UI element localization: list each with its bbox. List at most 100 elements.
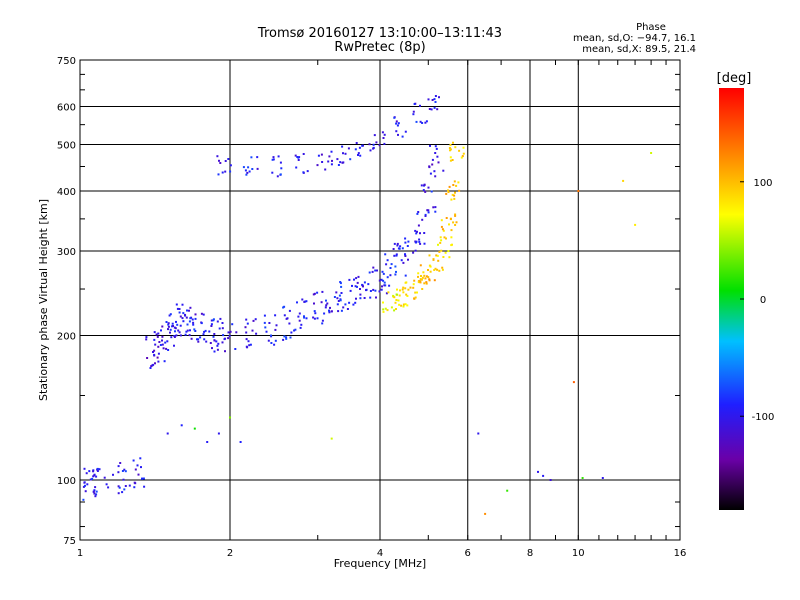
data-point [412, 283, 415, 286]
data-point [93, 489, 96, 492]
data-point [436, 268, 439, 271]
data-point [424, 277, 427, 280]
data-point [347, 147, 350, 150]
data-point [118, 486, 121, 489]
data-point [437, 259, 440, 262]
data-point [268, 322, 271, 324]
data-point [346, 308, 349, 310]
data-point [197, 340, 200, 343]
data-point [462, 146, 465, 149]
data-point [341, 145, 344, 148]
data-point [186, 329, 189, 332]
x-tick-label: 16 [674, 548, 687, 559]
data-point [427, 211, 430, 214]
data-point [245, 318, 248, 321]
data-point [288, 322, 291, 325]
data-point [449, 149, 451, 152]
data-point [352, 303, 355, 306]
data-point [452, 141, 454, 144]
data-point [294, 328, 297, 331]
data-point [418, 240, 421, 243]
data-point [193, 427, 196, 430]
data-point [337, 310, 340, 313]
data-point [449, 159, 452, 162]
data-point [395, 130, 398, 133]
data-point [256, 167, 259, 170]
data-point [537, 470, 539, 473]
data-point [169, 313, 172, 316]
data-point [211, 347, 213, 350]
data-point [123, 468, 126, 471]
data-point [96, 467, 99, 470]
data-point [82, 485, 85, 488]
data-point [342, 152, 344, 155]
data-point [413, 279, 416, 282]
data-point [298, 312, 301, 315]
data-point [271, 158, 274, 161]
data-point [413, 103, 416, 105]
data-point [330, 163, 333, 166]
data-point [210, 323, 213, 326]
data-point [112, 473, 114, 476]
data-point [433, 269, 436, 271]
data-point [336, 158, 339, 161]
data-point [425, 120, 428, 123]
data-point [95, 475, 98, 478]
data-point [179, 334, 182, 337]
data-point [205, 340, 208, 343]
data-point [431, 99, 434, 101]
data-point [272, 158, 275, 161]
data-point [448, 223, 450, 226]
data-point [165, 347, 168, 350]
data-point [453, 197, 456, 200]
data-point [177, 329, 180, 332]
data-point [210, 319, 213, 322]
data-point [437, 161, 440, 164]
data-point [339, 281, 342, 283]
data-point [189, 317, 192, 320]
data-point [313, 292, 316, 295]
data-point [83, 481, 86, 484]
data-point [396, 288, 398, 291]
data-point [577, 190, 580, 192]
data-point [324, 306, 327, 309]
data-point [330, 437, 333, 440]
chart-title: Tromsø 20160127 13:10:00–13:11:43 [257, 26, 503, 41]
data-point [239, 441, 242, 443]
data-point [250, 156, 253, 159]
data-point [601, 477, 604, 479]
data-point [146, 357, 149, 359]
data-point [423, 232, 426, 234]
data-point [462, 152, 465, 155]
data-point [389, 274, 392, 277]
data-point [216, 320, 219, 323]
data-point [420, 184, 423, 187]
data-point [440, 225, 443, 228]
data-point [441, 228, 444, 231]
data-point [194, 313, 197, 316]
data-point [419, 120, 422, 123]
data-point [404, 274, 407, 277]
data-point [159, 344, 162, 346]
data-point [414, 241, 417, 244]
data-point [423, 274, 426, 277]
data-point [421, 288, 424, 290]
data-point [394, 273, 397, 276]
data-point [432, 206, 435, 209]
data-point [440, 239, 443, 242]
data-point [442, 229, 445, 232]
data-point [176, 307, 179, 310]
data-point [173, 336, 176, 338]
data-point [340, 285, 343, 288]
data-point [450, 229, 453, 232]
data-point [400, 304, 403, 307]
data-point [448, 185, 451, 188]
data-point [124, 470, 127, 473]
data-point [348, 278, 351, 281]
data-point [117, 485, 120, 488]
data-point [229, 170, 232, 173]
data-point [194, 317, 197, 320]
data-point [121, 470, 124, 472]
data-point [424, 190, 427, 193]
data-point [316, 164, 319, 167]
